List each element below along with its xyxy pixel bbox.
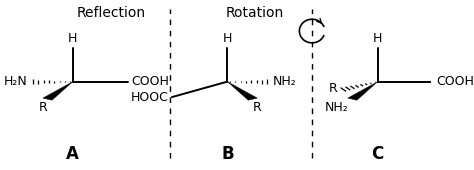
Text: HOOC: HOOC bbox=[131, 91, 168, 104]
Text: C: C bbox=[372, 144, 384, 163]
Text: COOH: COOH bbox=[436, 75, 474, 88]
Text: A: A bbox=[66, 144, 79, 163]
Text: Rotation: Rotation bbox=[226, 6, 284, 20]
Text: R: R bbox=[253, 101, 261, 114]
Polygon shape bbox=[228, 82, 257, 100]
Text: B: B bbox=[221, 144, 234, 163]
Text: NH₂: NH₂ bbox=[273, 75, 297, 88]
Text: H: H bbox=[223, 31, 232, 45]
Text: H: H bbox=[373, 31, 383, 45]
Text: Reflection: Reflection bbox=[76, 6, 146, 20]
Polygon shape bbox=[43, 82, 73, 100]
Text: R: R bbox=[39, 101, 47, 114]
Text: COOH: COOH bbox=[131, 75, 169, 88]
Polygon shape bbox=[348, 82, 378, 100]
Text: R: R bbox=[329, 82, 337, 95]
Text: NH₂: NH₂ bbox=[324, 101, 348, 114]
Text: H₂N: H₂N bbox=[3, 75, 27, 88]
Text: H: H bbox=[68, 31, 78, 45]
